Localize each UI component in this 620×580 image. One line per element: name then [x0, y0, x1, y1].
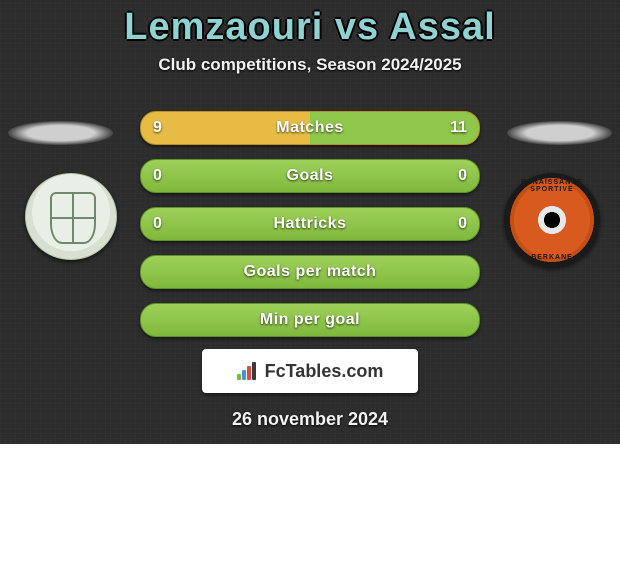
player-shadow-left	[8, 121, 113, 145]
stat-row: Goals per match	[140, 255, 480, 289]
stat-rows: 9 Matches 11 0 Goals 0 0 Hattricks 0 Goals per ma…	[140, 111, 480, 337]
logo-text: FcTables.com	[265, 361, 384, 382]
stat-value-left: 0	[153, 208, 162, 240]
stat-label: Matches	[276, 119, 344, 137]
stat-value-left: 9	[153, 112, 162, 144]
stat-value-right: 11	[450, 112, 467, 144]
crest-text-top: RENAISSANCE SPORTIVE	[506, 179, 598, 193]
stat-value-left: 0	[153, 160, 162, 192]
team-crest-right: RENAISSANCE SPORTIVE BERKANE	[504, 173, 600, 267]
stat-label: Goals per match	[244, 263, 377, 281]
subtitle: Club competitions, Season 2024/2025	[0, 55, 620, 75]
stat-row: 0 Hattricks 0	[140, 207, 480, 241]
stat-label: Hattricks	[274, 215, 347, 233]
stat-row: 9 Matches 11	[140, 111, 480, 145]
date-text: 26 november 2024	[0, 409, 620, 430]
team-crest-left	[25, 173, 117, 260]
source-logo: FcTables.com	[202, 349, 418, 393]
crest-text-bottom: BERKANE	[506, 254, 598, 261]
content-area: RENAISSANCE SPORTIVE BERKANE 9 Matches 11 0…	[0, 105, 620, 335]
stat-label: Goals	[287, 167, 334, 185]
logo-bars-icon	[237, 362, 259, 380]
comparison-card: Lemzaouri vs Assal Club competitions, Se…	[0, 0, 620, 444]
page-title: Lemzaouri vs Assal	[0, 0, 620, 49]
stat-value-right: 0	[458, 208, 467, 240]
stat-value-right: 0	[458, 160, 467, 192]
stat-row: 0 Goals 0	[140, 159, 480, 193]
player-shadow-right	[507, 121, 612, 145]
stat-row: Min per goal	[140, 303, 480, 337]
stat-label: Min per goal	[260, 311, 360, 329]
